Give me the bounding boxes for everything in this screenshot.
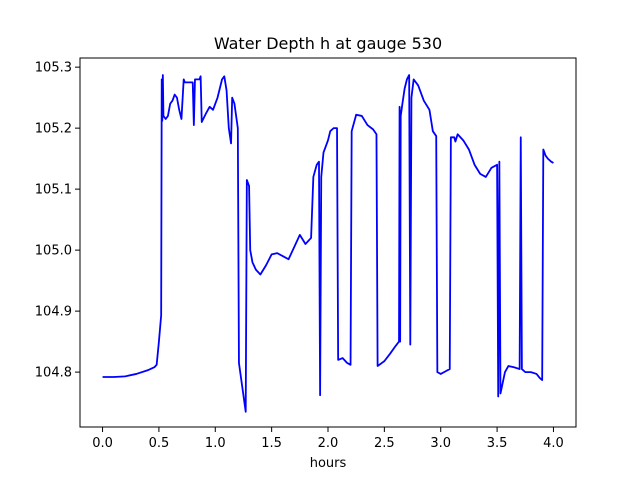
- x-tick-label: 1.5: [261, 436, 282, 451]
- y-tick-label: 105.1: [35, 183, 72, 198]
- x-axis-label: hours: [310, 456, 347, 471]
- y-tick-label: 104.9: [35, 305, 72, 320]
- x-axis: 0.0 0.5 1.0 1.5 2.0 2.5 3.0 3.5 4.0: [92, 427, 564, 451]
- y-tick-label: 104.8: [35, 366, 72, 381]
- y-tick-label: 105.0: [35, 244, 72, 259]
- y-tick-label: 105.3: [35, 61, 72, 76]
- y-axis: 104.8 104.9 105.0 105.1 105.2 105.3: [35, 61, 80, 381]
- series-line-0: [102, 74, 554, 413]
- x-tick-label: 1.0: [205, 436, 226, 451]
- y-tick-label: 105.2: [35, 122, 72, 137]
- plot-area: [102, 74, 554, 413]
- x-tick-label: 0.5: [149, 436, 170, 451]
- x-tick-label: 2.0: [318, 436, 339, 451]
- x-tick-label: 3.5: [487, 436, 508, 451]
- chart-title: Water Depth h at gauge 530: [214, 34, 442, 53]
- x-tick-label: 3.0: [430, 436, 451, 451]
- x-tick-label: 2.5: [374, 436, 395, 451]
- x-tick-label: 0.0: [92, 436, 113, 451]
- x-tick-label: 4.0: [543, 436, 564, 451]
- plot-frame: [79, 57, 577, 428]
